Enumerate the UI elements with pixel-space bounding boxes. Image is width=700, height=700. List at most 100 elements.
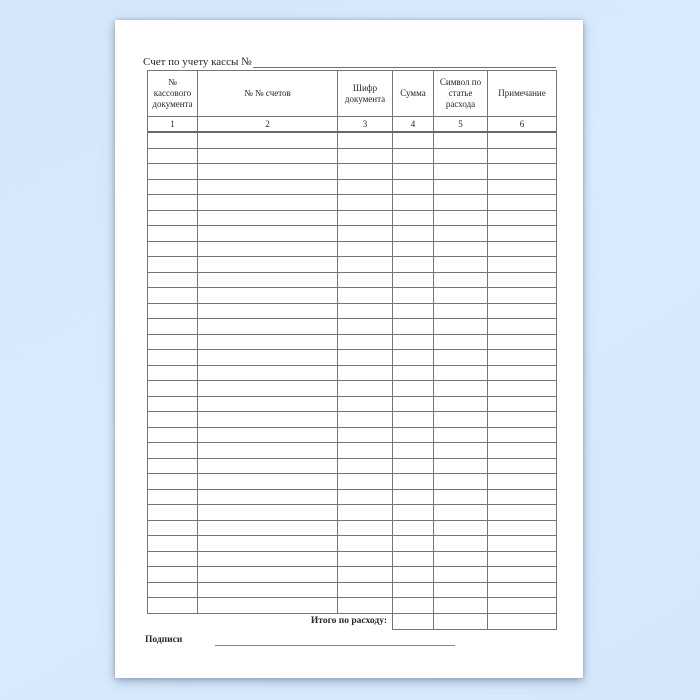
table-row bbox=[147, 473, 557, 490]
empty-cell bbox=[433, 131, 488, 149]
table-row bbox=[147, 535, 557, 552]
empty-cell bbox=[337, 256, 393, 273]
empty-cell bbox=[337, 318, 393, 335]
empty-cell bbox=[487, 163, 557, 180]
empty-cell bbox=[337, 473, 393, 490]
empty-cell bbox=[392, 581, 434, 598]
table-row bbox=[147, 380, 557, 397]
col-header-amount: Сумма bbox=[392, 70, 434, 117]
empty-cell bbox=[147, 240, 198, 257]
empty-cell bbox=[487, 550, 557, 567]
col-header-cash-doc-number: № кассового документа bbox=[147, 70, 198, 117]
empty-cell bbox=[433, 194, 488, 211]
empty-cell bbox=[337, 302, 393, 319]
ledger-table: № кассового документа № № счетов Шифр до… bbox=[147, 70, 557, 630]
table-row bbox=[147, 333, 557, 350]
table-row bbox=[147, 194, 557, 211]
empty-cell bbox=[197, 488, 338, 505]
column-number: 5 bbox=[433, 116, 488, 133]
empty-cell bbox=[392, 411, 434, 428]
empty-cell bbox=[433, 256, 488, 273]
empty-cell bbox=[197, 178, 338, 195]
empty-cell bbox=[487, 194, 557, 211]
empty-cell bbox=[392, 333, 434, 350]
empty-cell bbox=[337, 333, 393, 350]
empty-cell bbox=[337, 147, 393, 164]
empty-cell bbox=[337, 163, 393, 180]
empty-cell bbox=[392, 457, 434, 474]
empty-cell bbox=[337, 364, 393, 381]
table-row bbox=[147, 225, 557, 242]
empty-cell bbox=[392, 426, 434, 443]
empty-cell bbox=[197, 364, 338, 381]
empty-cell bbox=[487, 287, 557, 304]
empty-cell bbox=[392, 349, 434, 366]
empty-cell bbox=[147, 256, 198, 273]
empty-cell bbox=[337, 488, 393, 505]
empty-cell bbox=[433, 535, 488, 552]
empty-cell bbox=[433, 597, 488, 614]
empty-cell bbox=[147, 271, 198, 288]
empty-cell bbox=[487, 131, 557, 149]
empty-cell bbox=[433, 240, 488, 257]
empty-cell bbox=[337, 566, 393, 583]
table-row bbox=[147, 519, 557, 536]
empty-cell bbox=[433, 318, 488, 335]
empty-cell bbox=[147, 178, 198, 195]
empty-cell bbox=[392, 256, 434, 273]
empty-cell bbox=[433, 473, 488, 490]
empty-cell bbox=[392, 535, 434, 552]
empty-cell bbox=[197, 581, 338, 598]
empty-cell bbox=[147, 473, 198, 490]
empty-cell bbox=[487, 426, 557, 443]
empty-cell bbox=[392, 519, 434, 536]
empty-cell bbox=[197, 271, 338, 288]
empty-cell bbox=[197, 131, 338, 149]
empty-cell bbox=[147, 488, 198, 505]
empty-cell bbox=[197, 287, 338, 304]
empty-cell bbox=[433, 287, 488, 304]
table-row bbox=[147, 411, 557, 428]
empty-cell bbox=[337, 395, 393, 412]
empty-cell bbox=[197, 209, 338, 226]
empty-cell bbox=[392, 442, 434, 459]
empty-cell bbox=[392, 225, 434, 242]
signature-blank-line bbox=[215, 633, 456, 646]
empty-cell bbox=[147, 380, 198, 397]
table-row bbox=[147, 550, 557, 567]
empty-cell bbox=[487, 504, 557, 521]
table-row bbox=[147, 504, 557, 521]
col-header-account-numbers: № № счетов bbox=[197, 70, 338, 117]
empty-cell bbox=[392, 163, 434, 180]
empty-cell bbox=[197, 147, 338, 164]
empty-cell bbox=[487, 349, 557, 366]
empty-cell bbox=[433, 442, 488, 459]
empty-cell bbox=[147, 581, 198, 598]
empty-cell bbox=[147, 395, 198, 412]
table-row bbox=[147, 566, 557, 583]
empty-cell bbox=[392, 271, 434, 288]
empty-cell bbox=[337, 535, 393, 552]
empty-cell bbox=[147, 411, 198, 428]
empty-cell bbox=[433, 349, 488, 366]
signature-block: Подписи bbox=[145, 633, 456, 646]
empty-cell bbox=[487, 597, 557, 614]
empty-cell bbox=[337, 426, 393, 443]
empty-cell bbox=[337, 411, 393, 428]
empty-cell bbox=[392, 488, 434, 505]
empty-cell bbox=[197, 163, 338, 180]
empty-cell bbox=[392, 194, 434, 211]
empty-cell bbox=[337, 271, 393, 288]
table-row bbox=[147, 256, 557, 273]
total-amount-cell bbox=[392, 612, 434, 630]
table-row bbox=[147, 147, 557, 164]
empty-cell bbox=[487, 488, 557, 505]
empty-cell bbox=[197, 411, 338, 428]
table-footer: Итого по расходу: bbox=[148, 612, 557, 630]
empty-cell bbox=[433, 550, 488, 567]
empty-cell bbox=[147, 364, 198, 381]
form-title-row: Счет по учету кассы № bbox=[143, 56, 556, 69]
empty-cell bbox=[197, 349, 338, 366]
empty-cell bbox=[433, 225, 488, 242]
empty-cell bbox=[487, 302, 557, 319]
